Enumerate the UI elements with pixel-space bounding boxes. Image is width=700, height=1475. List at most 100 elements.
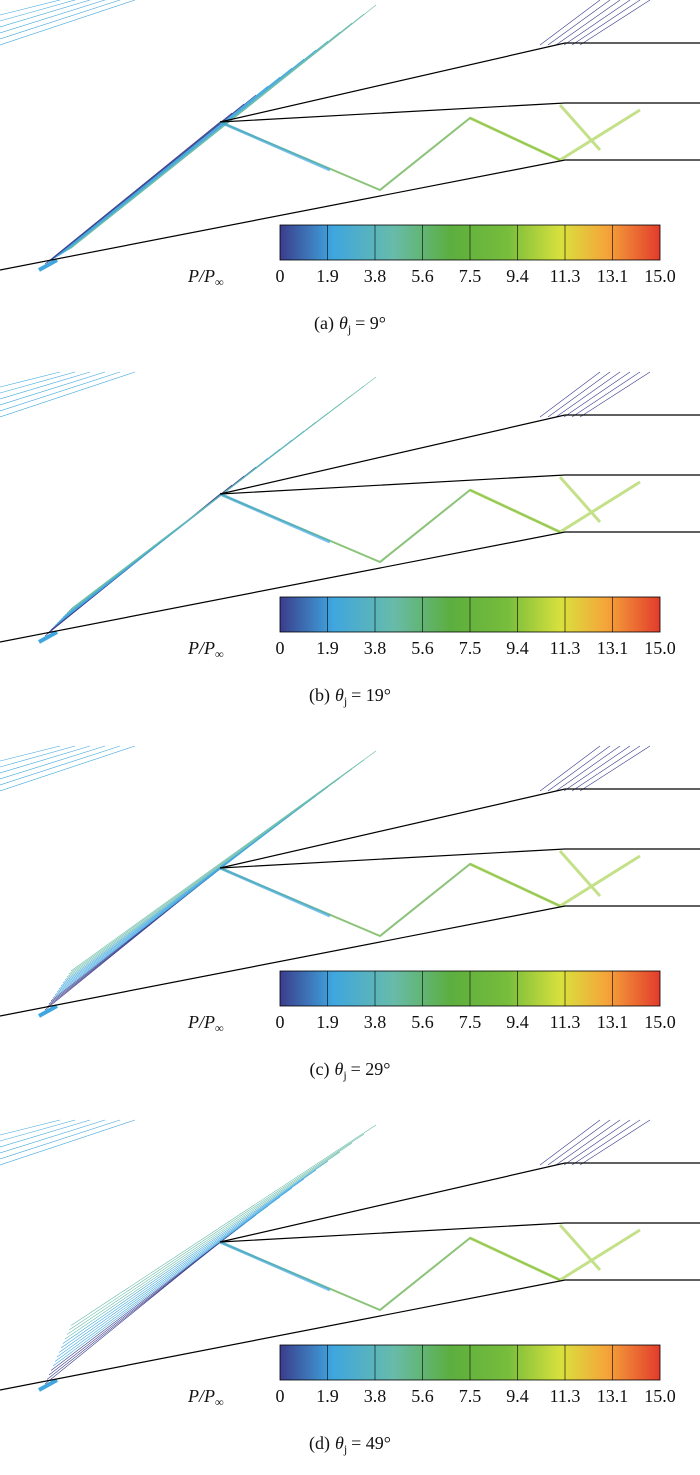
shock-line bbox=[469, 1224, 641, 1282]
colorbar-tick-label: 0 bbox=[276, 1386, 285, 1406]
contour-line bbox=[48, 103, 245, 262]
colorbar-tick-label: 0 bbox=[276, 638, 285, 658]
colorbar-tick-label: 5.6 bbox=[411, 1012, 434, 1032]
colorbar-tick-label: 7.5 bbox=[459, 638, 482, 658]
colorbar-tick-label: 9.4 bbox=[506, 638, 529, 658]
colorbar-tick-label: 1.9 bbox=[316, 1012, 339, 1032]
contour-line bbox=[571, 1119, 641, 1166]
contour-line bbox=[62, 1160, 329, 1344]
contour-line bbox=[70, 750, 377, 972]
contour-line bbox=[0, 745, 61, 762]
colorbar-tick-label: 7.5 bbox=[459, 1386, 482, 1406]
injector bbox=[38, 1004, 58, 1018]
contour-line bbox=[0, 1119, 121, 1160]
injector bbox=[38, 258, 58, 272]
contour-line bbox=[0, 0, 61, 16]
contour-line bbox=[66, 1142, 353, 1335]
colorbar-label: P/P∞ bbox=[187, 266, 224, 289]
colorbar-label-sub: ∞ bbox=[215, 647, 224, 661]
contour-line bbox=[547, 371, 611, 418]
contour-line bbox=[56, 1187, 293, 1358]
colorbar-tick-label: 13.1 bbox=[597, 266, 629, 286]
cowl-outer bbox=[219, 1162, 700, 1243]
colorbar-label: P/P∞ bbox=[187, 1012, 224, 1035]
contour-line bbox=[539, 745, 601, 792]
caption-subscript: j bbox=[343, 694, 347, 708]
contour-line bbox=[62, 40, 329, 254]
colorbar-tick-label: 1.9 bbox=[316, 266, 339, 286]
colorbar-label: P/P∞ bbox=[187, 1386, 224, 1409]
colorbar-tick-label: 15.0 bbox=[644, 1012, 676, 1032]
colorbar-label-sub: ∞ bbox=[215, 275, 224, 289]
ramp-wall bbox=[0, 531, 700, 643]
colorbar-tick-label: 3.8 bbox=[364, 1386, 387, 1406]
ramp-wall bbox=[0, 905, 700, 1017]
panel: 0 1.9 3.8 5.6 7.5 9.4 11.3 13.1 15.0 P/P∞ (c) θj = 2… bbox=[0, 745, 700, 1082]
contour-line bbox=[547, 0, 611, 46]
caption: (b) θj = 19° bbox=[309, 685, 391, 708]
contour-line bbox=[571, 745, 641, 792]
shock-line bbox=[219, 1240, 331, 1292]
caption-rest: = 19° bbox=[351, 685, 391, 705]
colorbar-tick-label: 0 bbox=[276, 1012, 285, 1032]
caption-subscript: j bbox=[342, 1068, 346, 1082]
contour-line bbox=[58, 58, 305, 256]
contour-line bbox=[563, 371, 631, 418]
caption-symbol: θ bbox=[335, 685, 344, 705]
contour-line bbox=[0, 371, 76, 394]
colorbar-tick-label: 9.4 bbox=[506, 1386, 529, 1406]
contour-line bbox=[571, 0, 641, 46]
colorbar-tick-label: 1.9 bbox=[316, 638, 339, 658]
shock-line bbox=[469, 850, 641, 908]
colorbar-label-sub: ∞ bbox=[215, 1395, 224, 1409]
colorbar-tick-label: 13.1 bbox=[597, 1386, 629, 1406]
cowl-outer bbox=[219, 42, 700, 123]
contour-line bbox=[0, 745, 121, 786]
contour-line bbox=[0, 745, 91, 774]
colorbar-tick-label: 3.8 bbox=[364, 266, 387, 286]
colorbar-tick-label: 11.3 bbox=[550, 638, 581, 658]
caption: (d) θj = 49° bbox=[309, 1433, 391, 1456]
contour-line bbox=[68, 759, 365, 975]
contour-line bbox=[0, 745, 76, 768]
contour-line bbox=[0, 0, 106, 34]
colorbar-label-main: P/P bbox=[187, 1012, 215, 1032]
colorbar-tick-label: 9.4 bbox=[506, 1012, 529, 1032]
injector bbox=[38, 1378, 58, 1392]
colorbar-tick-label: 9.4 bbox=[506, 266, 529, 286]
contour-line bbox=[44, 121, 221, 265]
colorbar-tick-label: 13.1 bbox=[597, 1012, 629, 1032]
contour-line bbox=[555, 0, 621, 46]
colorbar-label-sub: ∞ bbox=[215, 1021, 224, 1035]
contour-line bbox=[579, 0, 651, 46]
contour-line bbox=[0, 371, 136, 418]
contour-line bbox=[66, 768, 353, 978]
contour-line bbox=[52, 1205, 269, 1367]
caption-rest: = 9° bbox=[355, 313, 386, 333]
caption-rest: = 49° bbox=[351, 1433, 391, 1453]
colorbar-tick-label: 11.3 bbox=[550, 1386, 581, 1406]
colorbar-tick-label: 3.8 bbox=[364, 1012, 387, 1032]
caption-rest: = 29° bbox=[351, 1059, 391, 1079]
colorbar-tick-label: 11.3 bbox=[550, 1012, 581, 1032]
cowl-inner bbox=[219, 1222, 700, 1243]
contour-line bbox=[579, 371, 651, 418]
colorbar-tick-label: 0 bbox=[276, 266, 285, 286]
contour-line bbox=[50, 94, 257, 261]
shock-line bbox=[219, 488, 561, 564]
contour-line bbox=[46, 112, 233, 264]
colorbar-tick-label: 5.6 bbox=[411, 638, 434, 658]
shock-line bbox=[219, 116, 561, 192]
contour-line bbox=[539, 1119, 601, 1166]
ramp-wall bbox=[0, 159, 700, 271]
caption-subscript: j bbox=[347, 322, 351, 336]
contour-line bbox=[579, 745, 651, 792]
colorbar-tick-label: 11.3 bbox=[550, 266, 581, 286]
contour-line bbox=[0, 0, 136, 46]
contour-line bbox=[0, 0, 76, 22]
shock-line bbox=[219, 120, 331, 172]
caption-symbol: θ bbox=[334, 1059, 343, 1079]
contour-line bbox=[0, 371, 106, 406]
contour-line bbox=[0, 1119, 106, 1154]
